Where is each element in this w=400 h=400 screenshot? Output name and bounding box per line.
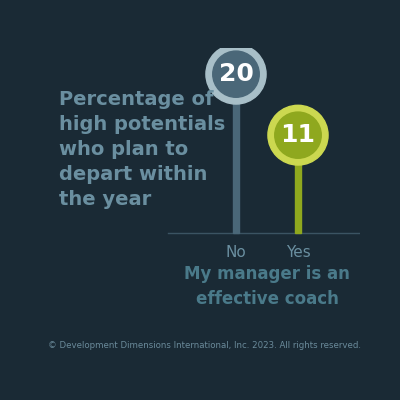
Bar — [294, 158, 302, 233]
Circle shape — [275, 112, 321, 158]
Text: Percentage of
high potentials
who plan to
depart within
the year: Percentage of high potentials who plan t… — [59, 90, 226, 209]
Text: Yes: Yes — [286, 245, 310, 260]
Bar — [232, 97, 240, 233]
Circle shape — [206, 44, 266, 104]
Text: No: No — [226, 245, 246, 260]
Circle shape — [268, 105, 328, 165]
Text: © Development Dimensions International, Inc. 2023. All rights reserved.: © Development Dimensions International, … — [48, 342, 362, 350]
Circle shape — [213, 51, 259, 97]
Text: 20: 20 — [218, 62, 254, 86]
Text: 11: 11 — [280, 123, 316, 147]
Text: My manager is an
effective coach: My manager is an effective coach — [184, 265, 350, 308]
